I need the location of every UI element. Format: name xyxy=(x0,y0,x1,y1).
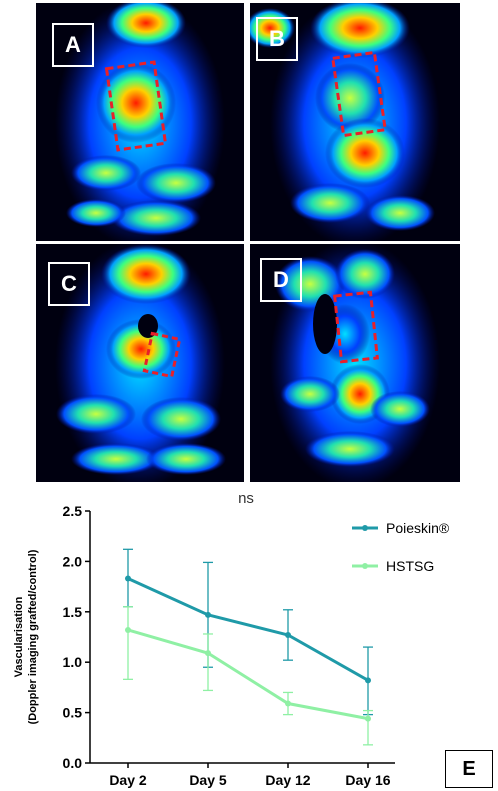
legend-marker xyxy=(362,563,368,569)
chart-title: ns xyxy=(238,490,254,507)
x-tick-label: Day 16 xyxy=(345,772,390,788)
y-tick-label: 1.0 xyxy=(63,654,83,670)
heatmap-a xyxy=(55,3,225,241)
roi-box-b xyxy=(331,50,387,138)
series-line-hstsg xyxy=(127,628,369,721)
data-point xyxy=(365,677,371,684)
figure-label-e: E xyxy=(445,750,493,788)
data-point xyxy=(125,575,131,582)
data-point xyxy=(365,715,371,722)
x-tick-label: Day 2 xyxy=(109,772,147,788)
y-axis-label: Vascularisation xyxy=(13,596,25,677)
legend-entry: HSTSG xyxy=(386,558,434,574)
y-tick-label: 0.0 xyxy=(63,755,83,771)
series-line-poieskin xyxy=(127,577,369,682)
data-point xyxy=(285,631,291,638)
data-point xyxy=(205,650,211,657)
imaging-panel-b: B xyxy=(250,3,460,241)
legend-entry: Poieskin® xyxy=(386,520,450,536)
panel-label-a: A xyxy=(52,23,94,67)
imaging-panel-d: D xyxy=(250,244,460,482)
y-tick-label: 0.5 xyxy=(63,705,83,721)
heatmap-d xyxy=(270,244,440,482)
x-tick-label: Day 5 xyxy=(189,772,227,788)
y-tick-label: 1.5 xyxy=(63,604,83,620)
roi-box-a xyxy=(104,60,168,152)
y-tick-label: 2.5 xyxy=(63,503,83,519)
imaging-panel-a: A xyxy=(36,3,244,241)
y-axis-label-units: (Doppler imaging grafted/control) xyxy=(27,549,39,724)
data-point xyxy=(205,611,211,618)
imaging-panel-c: C xyxy=(36,244,244,482)
x-tick-label: Day 12 xyxy=(265,772,310,788)
panel-label-d: D xyxy=(260,258,302,302)
panel-label-b: B xyxy=(256,17,298,61)
data-point xyxy=(285,700,291,707)
vascularisation-chart: 0.0 0.5 1.0 1.5 2.0 2.5 Day 2 Day 5 Day 12 Day 16… xyxy=(13,490,450,788)
heatmap-c xyxy=(55,244,226,482)
data-point xyxy=(125,626,131,633)
panel-label-c: C xyxy=(48,262,90,306)
legend-marker xyxy=(362,525,368,531)
y-tick-label: 2.0 xyxy=(63,553,83,569)
heatmap-b xyxy=(250,3,440,241)
